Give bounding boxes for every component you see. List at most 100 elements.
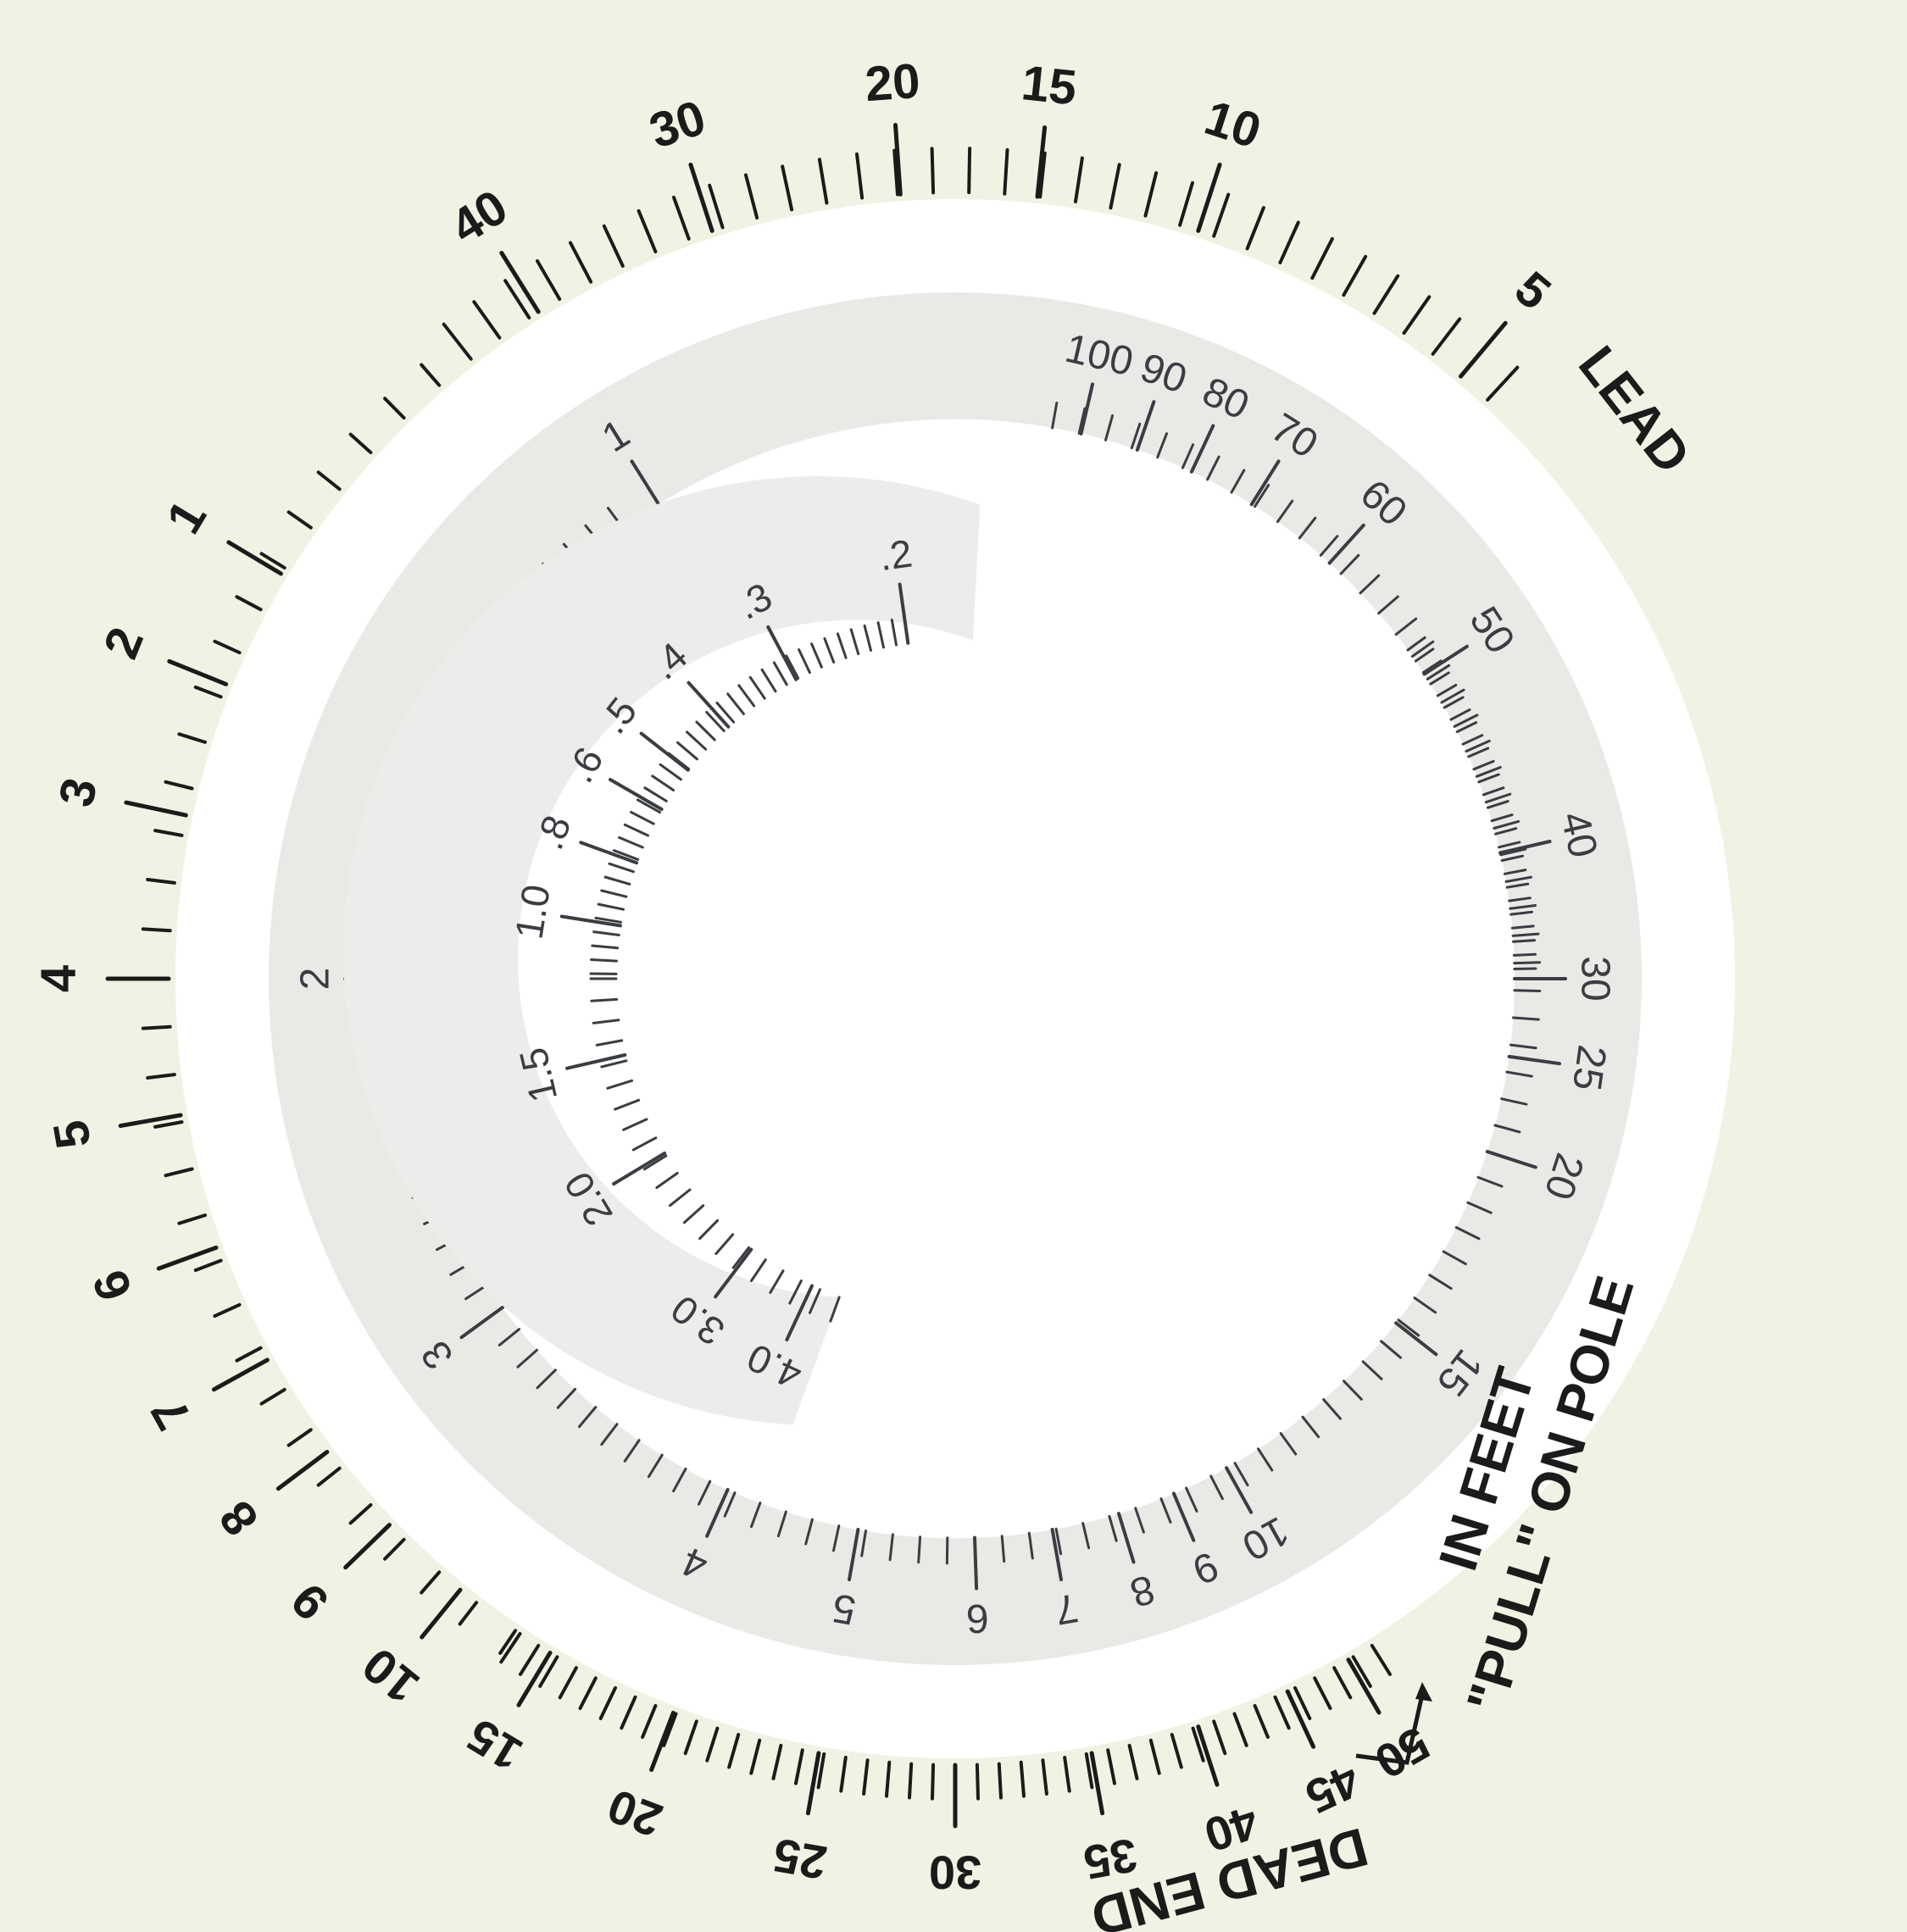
outer-tick bbox=[1370, 1644, 1392, 1676]
outer-tick bbox=[316, 1466, 342, 1487]
inner-tick bbox=[686, 730, 708, 751]
middle-fine-tick bbox=[1421, 659, 1443, 675]
middle-major-tick bbox=[1327, 523, 1365, 565]
middle-tick bbox=[1453, 713, 1479, 728]
inner-tick bbox=[594, 916, 623, 924]
middle-major-tick bbox=[1422, 644, 1469, 676]
outer-tick bbox=[499, 1632, 522, 1664]
outer-tick bbox=[967, 147, 972, 195]
middle-major-tick bbox=[1050, 1528, 1063, 1582]
middle-tick bbox=[1279, 1432, 1298, 1456]
outer-tick bbox=[1253, 1704, 1270, 1739]
outer-tick bbox=[744, 173, 759, 219]
inner-tick bbox=[630, 810, 655, 825]
outer-tick bbox=[558, 1666, 578, 1700]
middle-tick bbox=[1428, 1274, 1453, 1291]
middle-tick bbox=[1134, 1507, 1145, 1534]
middle-tick bbox=[1509, 904, 1537, 910]
middle-fine-tick bbox=[1482, 786, 1505, 797]
inner-tick bbox=[591, 944, 620, 950]
outer-tick bbox=[855, 152, 865, 200]
outer-tick bbox=[259, 552, 286, 570]
inner-tick bbox=[600, 1059, 628, 1069]
outer-tick bbox=[1084, 1752, 1094, 1790]
middle-tick bbox=[860, 1530, 867, 1557]
middle-tick bbox=[1156, 432, 1168, 459]
outer-tick bbox=[1041, 1758, 1048, 1796]
middle-tick bbox=[832, 1524, 841, 1552]
outer-tick bbox=[1178, 180, 1194, 227]
outer-tick bbox=[498, 1629, 518, 1655]
middle-tick bbox=[917, 1535, 922, 1564]
inner-tick bbox=[788, 1279, 803, 1305]
inner-tick bbox=[592, 930, 620, 936]
middle-fine-tick bbox=[1414, 647, 1435, 663]
middle-major-tick bbox=[1079, 382, 1094, 436]
middle-tick bbox=[1000, 1535, 1006, 1563]
inner-tick bbox=[659, 763, 682, 781]
outer-tick bbox=[705, 1726, 720, 1763]
inner-tick bbox=[809, 1288, 821, 1314]
outer-tick bbox=[213, 639, 242, 655]
outer-tick bbox=[885, 1760, 892, 1798]
outer-tick bbox=[602, 224, 625, 268]
middle-tick bbox=[1230, 469, 1246, 494]
inner-tick bbox=[760, 668, 777, 693]
outer-tick bbox=[1003, 147, 1009, 196]
inner-tick bbox=[614, 1098, 641, 1111]
middle-major-tick bbox=[848, 1528, 860, 1582]
inner-tick bbox=[597, 902, 625, 911]
outer-tick bbox=[458, 1601, 479, 1626]
inner-scale-ticks bbox=[559, 582, 910, 1341]
middle-major-tick bbox=[1135, 400, 1156, 452]
outer-major-tick bbox=[343, 1523, 392, 1570]
middle-tick bbox=[1499, 847, 1527, 857]
middle-tick bbox=[1476, 1175, 1504, 1188]
inner-tick bbox=[606, 1079, 633, 1090]
inner-tick bbox=[682, 1204, 705, 1224]
middle-tick bbox=[1081, 1522, 1091, 1550]
inner-tick bbox=[590, 997, 619, 1002]
outer-tick bbox=[536, 259, 562, 301]
outer-major-tick bbox=[124, 800, 188, 818]
middle-major-tick bbox=[973, 1535, 979, 1591]
middle-major-tick bbox=[1225, 1466, 1254, 1514]
middle-fine-tick bbox=[1498, 841, 1521, 849]
outer-tick bbox=[1313, 1676, 1332, 1710]
inner-tick bbox=[643, 786, 668, 802]
inner-arc-scale[interactable] bbox=[342, 475, 981, 1425]
outer-tick bbox=[420, 1570, 442, 1595]
middle-tick bbox=[1077, 407, 1087, 435]
inner-major-tick bbox=[559, 914, 622, 928]
middle-tick bbox=[1426, 663, 1451, 680]
middle-tick bbox=[647, 1453, 664, 1479]
outer-tick bbox=[816, 1752, 826, 1790]
middle-fine-tick bbox=[1494, 827, 1518, 836]
middle-tick bbox=[1343, 1380, 1363, 1401]
outer-tick bbox=[578, 1676, 598, 1710]
middle-tick bbox=[1319, 535, 1339, 557]
outer-tick bbox=[749, 1738, 762, 1775]
middle-tick bbox=[1511, 932, 1540, 937]
inner-tick bbox=[785, 654, 800, 680]
outer-tick bbox=[1372, 274, 1400, 315]
middle-major-tick bbox=[1394, 1321, 1438, 1357]
outer-tick bbox=[1063, 1756, 1071, 1793]
inner-tick bbox=[849, 628, 860, 656]
inner-tick bbox=[829, 1296, 841, 1323]
outer-tick bbox=[908, 1762, 914, 1800]
inner-tick bbox=[715, 702, 736, 724]
middle-major-tick bbox=[1171, 1491, 1196, 1542]
outer-major-tick bbox=[211, 1357, 270, 1392]
outer-major-tick bbox=[1285, 1689, 1316, 1749]
inner-major-tick bbox=[609, 778, 664, 811]
middle-fine-tick bbox=[1508, 897, 1532, 902]
middle-tick bbox=[1301, 1415, 1320, 1439]
outer-major-tick bbox=[1459, 320, 1508, 379]
outer-tick bbox=[1212, 1719, 1227, 1756]
outer-major-tick bbox=[156, 1245, 219, 1271]
inner-major-tick bbox=[579, 841, 639, 865]
middle-tick bbox=[1254, 483, 1270, 508]
inner-major-tick bbox=[714, 1247, 753, 1299]
inner-tick bbox=[810, 642, 823, 669]
